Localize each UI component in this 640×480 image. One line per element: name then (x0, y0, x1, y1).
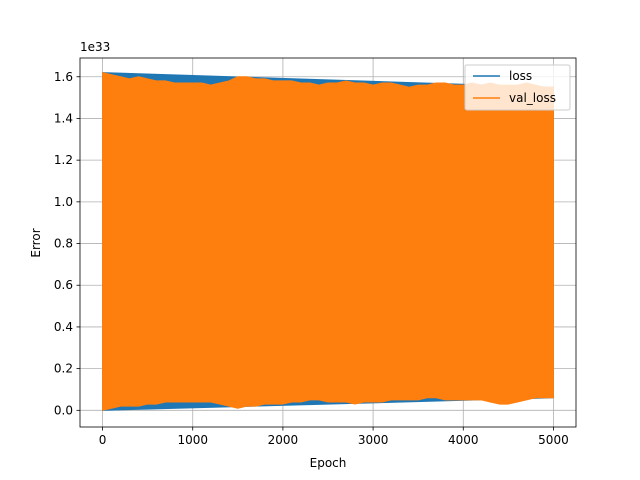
y-tick-label: 0.0 (54, 403, 73, 417)
y-tick-label: 0.6 (54, 278, 73, 292)
y-tick-label: 0.2 (54, 362, 73, 376)
y-tick-label: 1.4 (54, 111, 73, 125)
y-tick-label: 0.4 (54, 320, 73, 334)
plot-area-frame (79, 57, 577, 428)
y-axis-label: Error (29, 228, 43, 257)
y-offset-text: 1e33 (80, 40, 110, 54)
legend-label-val-loss: val_loss (509, 91, 556, 105)
ticks-layer: 0 1000 2000 3000 4000 5000 0.0 0.2 0.4 0.6 0.8 1.0 1… (54, 70, 569, 447)
legend-label-loss: loss (509, 69, 532, 83)
y-tick-label: 0.8 (54, 237, 73, 251)
legend: loss val_loss (464, 64, 571, 111)
series-layer (102, 72, 554, 411)
x-tick-label: 5000 (538, 433, 569, 447)
y-tick-label: 1.0 (54, 195, 73, 209)
x-axis-label: Epoch (310, 456, 347, 470)
x-tick-label: 0 (99, 433, 107, 447)
y-tick-label: 1.6 (54, 70, 73, 84)
x-tick-label: 3000 (358, 433, 389, 447)
x-tick-label: 1000 (177, 433, 208, 447)
x-tick-label: 2000 (268, 433, 299, 447)
series-band-val-loss (102, 72, 554, 411)
y-tick-label: 1.2 (54, 153, 73, 167)
x-tick-label: 4000 (448, 433, 479, 447)
